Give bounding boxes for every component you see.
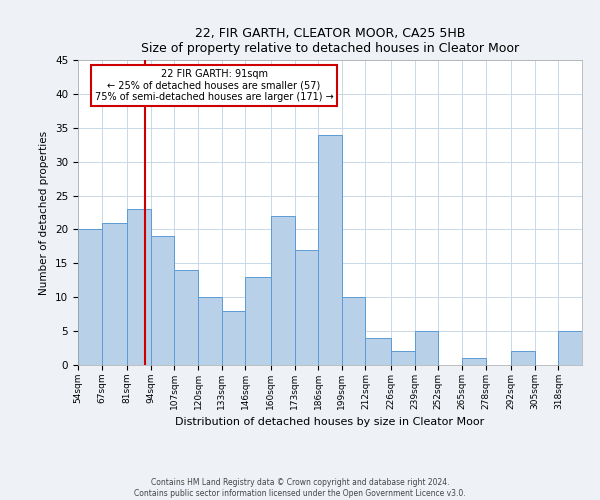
Bar — [391, 352, 415, 365]
Bar — [222, 311, 245, 365]
Y-axis label: Number of detached properties: Number of detached properties — [40, 130, 49, 294]
Bar — [151, 236, 175, 365]
Bar — [365, 338, 391, 365]
Bar — [318, 134, 342, 365]
Bar — [245, 277, 271, 365]
Bar — [175, 270, 198, 365]
Bar — [78, 230, 101, 365]
Bar — [127, 209, 151, 365]
X-axis label: Distribution of detached houses by size in Cleator Moor: Distribution of detached houses by size … — [175, 418, 485, 428]
Text: 22 FIR GARTH: 91sqm
← 25% of detached houses are smaller (57)
75% of semi-detach: 22 FIR GARTH: 91sqm ← 25% of detached ho… — [95, 69, 334, 102]
Bar — [415, 331, 438, 365]
Bar — [198, 297, 222, 365]
Bar — [101, 222, 127, 365]
Bar — [559, 331, 582, 365]
Bar — [295, 250, 318, 365]
Title: 22, FIR GARTH, CLEATOR MOOR, CA25 5HB
Size of property relative to detached hous: 22, FIR GARTH, CLEATOR MOOR, CA25 5HB Si… — [141, 26, 519, 54]
Bar — [462, 358, 485, 365]
Text: Contains HM Land Registry data © Crown copyright and database right 2024.
Contai: Contains HM Land Registry data © Crown c… — [134, 478, 466, 498]
Bar — [342, 297, 365, 365]
Bar — [511, 352, 535, 365]
Bar — [271, 216, 295, 365]
